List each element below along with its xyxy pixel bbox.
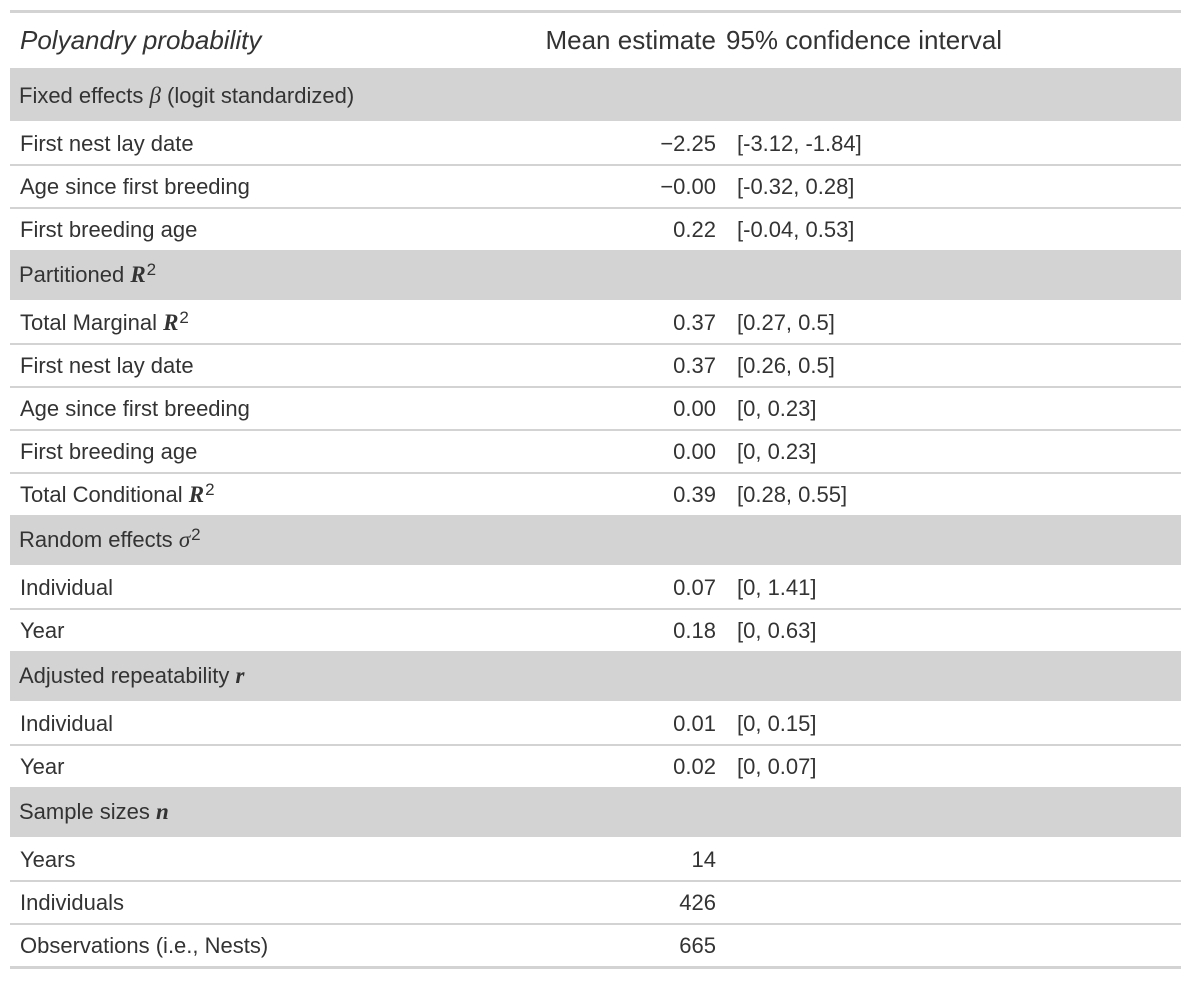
row-label: Observations (i.e., Nests) (20, 932, 269, 958)
table-row: Total Marginal R2 0.37 [0.27, 0.5] (10, 301, 1181, 345)
table-row: Individuals 426 (10, 881, 1181, 925)
group-suffix: (logit standardized) (167, 83, 355, 108)
table-row: Year 0.18 [0, 0.63] (10, 609, 1181, 651)
row-label: Age since first breeding (10, 387, 515, 431)
group-header-adjusted-repeatability: Adjusted repeatability r (10, 651, 1181, 703)
ci-value: [0.27, 0.5] (716, 301, 1181, 345)
superscript: 2 (191, 525, 201, 544)
row-label: First nest lay date (10, 344, 515, 388)
results-table-container: Polyandry probability Mean estimate 95% … (10, 10, 1181, 969)
row-label: First breeding age (10, 430, 515, 474)
row-label: Year (20, 617, 65, 643)
table-row: First breeding age 0.00 [0, 0.23] (10, 430, 1181, 474)
mean-value: 0.39 (673, 481, 716, 507)
group-header-random-effects: Random effects σ2 (10, 515, 1181, 567)
row-label: Individuals (10, 881, 515, 925)
group-header-partitioned-r2: Partitioned R2 (10, 250, 1181, 302)
group-label: Sample sizes (19, 799, 150, 824)
table-row: First nest lay date 0.37 [0.26, 0.5] (10, 344, 1181, 388)
mean-value: 665 (679, 932, 716, 958)
superscript: 2 (205, 479, 215, 499)
table-row: Observations (i.e., Nests) 665 (10, 924, 1181, 968)
ci-value: [0, 0.15] (716, 702, 1181, 746)
row-label: Total Conditional R2 (20, 479, 215, 507)
row-label: Age since first breeding (10, 165, 515, 209)
mean-value: −0.00 (515, 165, 716, 209)
mean-value: 0.00 (515, 387, 716, 431)
group-label: Adjusted repeatability (19, 663, 230, 688)
ci-value (716, 838, 1181, 882)
group-header-sample-sizes: Sample sizes n (10, 787, 1181, 839)
ci-value: [0, 0.23] (716, 430, 1181, 474)
table-row: Individual 0.01 [0, 0.15] (10, 702, 1181, 746)
ci-value: [0, 1.41] (716, 566, 1181, 610)
superscript: 2 (179, 307, 189, 327)
table-row: First breeding age 0.22 [-0.04, 0.53] (10, 208, 1181, 250)
mean-column-header: Mean estimate (515, 11, 716, 71)
mean-value: 0.37 (515, 301, 716, 345)
row-label: First nest lay date (10, 122, 515, 166)
mean-value: 0.18 (673, 617, 716, 643)
mean-value: 0.22 (673, 216, 716, 242)
ci-value (716, 881, 1181, 925)
table-row: Individual 0.07 [0, 1.41] (10, 566, 1181, 610)
group-label: Partitioned (19, 262, 125, 287)
row-label: Individual (10, 702, 515, 746)
ci-column-header: 95% confidence interval (716, 11, 1181, 71)
mean-value: 0.01 (515, 702, 716, 746)
ci-value: [0, 0.23] (716, 387, 1181, 431)
row-label: Years (10, 838, 515, 882)
ci-value: [0.28, 0.55] (737, 481, 848, 507)
table-row: Years 14 (10, 838, 1181, 882)
table-row: First nest lay date −2.25 [-3.12, -1.84] (10, 122, 1181, 166)
table-row: Year 0.02 [0, 0.07] (10, 745, 1181, 787)
superscript: 2 (146, 260, 157, 279)
mean-value: 0.02 (673, 753, 716, 779)
mean-value: 0.07 (515, 566, 716, 610)
mean-value: 14 (515, 838, 716, 882)
group-label: Fixed effects (19, 83, 144, 108)
ci-value: [-0.32, 0.28] (716, 165, 1181, 209)
r-squared-symbol: R (163, 309, 179, 335)
mean-value: 0.00 (515, 430, 716, 474)
table-row: Total Conditional R2 0.39 [0.28, 0.55] (10, 473, 1181, 515)
ci-value: [-0.04, 0.53] (737, 216, 855, 242)
ci-value: [-3.12, -1.84] (716, 122, 1181, 166)
r-squared-symbol: R (188, 481, 205, 507)
row-label: Total Marginal R2 (10, 301, 515, 345)
ci-value (716, 924, 1181, 968)
ci-value: [0, 0.07] (737, 753, 817, 779)
beta-symbol: β (149, 83, 161, 108)
row-label: Year (20, 753, 65, 779)
table-title: Polyandry probability (10, 11, 515, 71)
table-row: Age since first breeding −0.00 [-0.32, 0… (10, 165, 1181, 209)
ci-value: [0, 0.63] (737, 617, 817, 643)
r-symbol: r (235, 663, 245, 688)
mean-value: 426 (515, 881, 716, 925)
row-label: Individual (10, 566, 515, 610)
r-squared-symbol: R (130, 262, 146, 287)
n-symbol: n (155, 799, 169, 824)
mean-value: 0.37 (515, 344, 716, 388)
table-row: Age since first breeding 0.00 [0, 0.23] (10, 387, 1181, 431)
header-row: Polyandry probability Mean estimate 95% … (10, 11, 1181, 71)
ci-value: [0.26, 0.5] (716, 344, 1181, 388)
group-label: Random effects (19, 527, 173, 552)
sigma-symbol: σ (178, 527, 191, 552)
mean-value: −2.25 (515, 122, 716, 166)
row-label: First breeding age (20, 216, 198, 242)
group-header-fixed-effects: Fixed effects β (logit standardized) (10, 69, 1181, 123)
results-table: Polyandry probability Mean estimate 95% … (10, 10, 1181, 969)
